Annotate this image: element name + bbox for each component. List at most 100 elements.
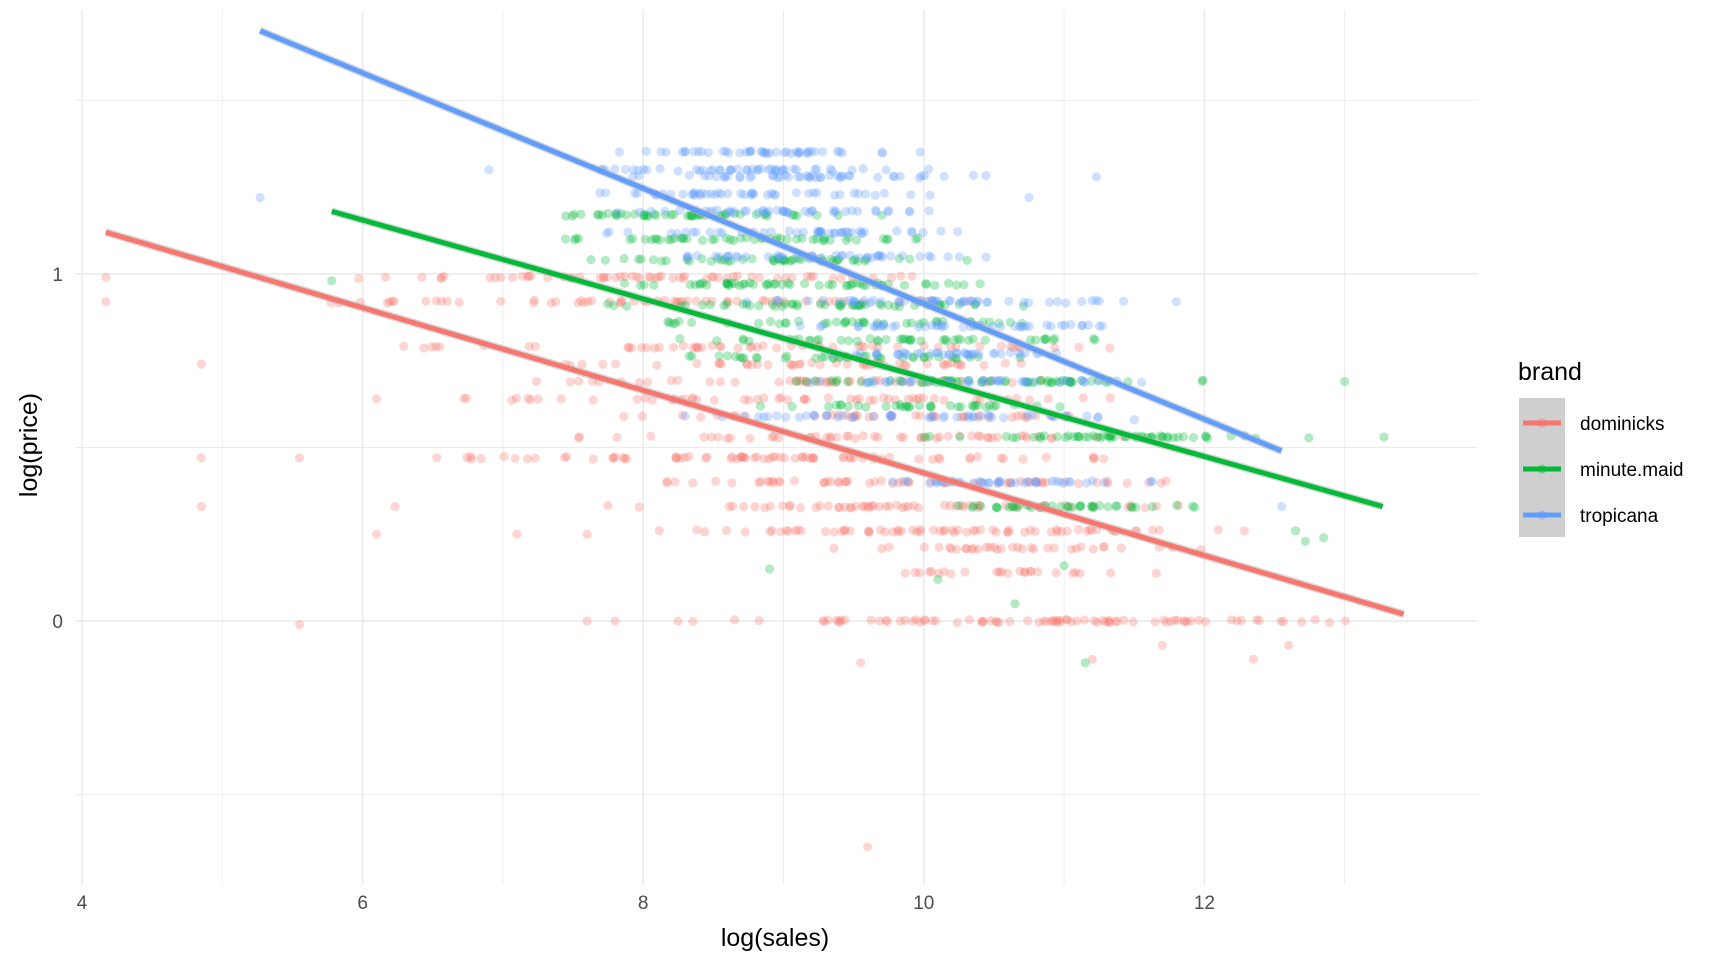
data-point	[687, 351, 697, 361]
data-point	[639, 210, 649, 220]
data-point	[656, 147, 666, 157]
data-point	[436, 273, 446, 283]
data-point	[872, 335, 883, 345]
data-point	[738, 334, 748, 344]
data-point	[754, 301, 764, 311]
data-point	[748, 279, 758, 289]
data-point	[769, 256, 779, 266]
data-point	[372, 529, 382, 539]
data-point	[817, 320, 827, 330]
data-point	[688, 227, 698, 237]
data-point	[752, 353, 762, 363]
data-point	[714, 358, 724, 368]
data-point	[806, 378, 816, 388]
data-point	[1011, 433, 1021, 443]
data-point	[884, 542, 894, 552]
data-point	[753, 164, 763, 174]
data-point	[600, 255, 610, 265]
data-point	[899, 334, 909, 344]
data-point	[1008, 501, 1018, 511]
data-point	[1087, 501, 1097, 511]
data-point	[523, 271, 533, 281]
data-point	[372, 394, 382, 404]
data-point	[1058, 375, 1068, 385]
data-point	[1063, 502, 1073, 512]
data-point	[688, 188, 698, 198]
data-point	[732, 252, 742, 263]
data-point	[888, 527, 898, 537]
data-point	[570, 235, 580, 245]
data-point	[747, 164, 758, 174]
data-point	[787, 210, 798, 220]
data-point	[963, 349, 973, 359]
data-point	[1106, 568, 1116, 578]
data-point	[985, 542, 995, 552]
data-point	[843, 280, 853, 290]
data-point	[735, 209, 745, 219]
data-point	[837, 526, 847, 537]
data-point	[1019, 376, 1029, 386]
data-point	[728, 501, 738, 511]
data-point	[816, 173, 826, 183]
data-point	[781, 412, 791, 422]
data-point	[1182, 617, 1192, 627]
data-point	[758, 207, 768, 217]
data-point	[724, 148, 734, 158]
data-point	[832, 432, 842, 442]
data-point	[792, 211, 802, 221]
data-point	[955, 432, 965, 442]
data-point	[873, 251, 884, 261]
data-point	[797, 452, 807, 462]
data-point	[1007, 542, 1018, 552]
data-point	[715, 165, 725, 175]
data-point	[875, 321, 886, 331]
data-point	[819, 233, 829, 243]
data-point	[763, 360, 773, 370]
data-point	[1043, 376, 1053, 386]
data-point	[1018, 301, 1028, 311]
data-point	[1020, 527, 1030, 537]
data-point	[914, 568, 925, 578]
data-point	[904, 478, 914, 488]
data-point	[399, 341, 409, 351]
data-point	[840, 615, 850, 625]
data-point	[908, 525, 918, 535]
data-point	[1092, 412, 1103, 422]
data-point	[881, 235, 892, 245]
data-point	[599, 273, 609, 283]
data-point	[507, 395, 517, 405]
data-point	[967, 401, 977, 411]
data-point	[1039, 431, 1049, 441]
data-point	[702, 189, 712, 199]
data-point	[812, 188, 822, 198]
data-point	[740, 279, 750, 289]
data-point	[512, 529, 522, 539]
data-point	[988, 525, 998, 535]
data-point	[1082, 411, 1092, 421]
data-point	[835, 301, 845, 311]
data-point	[644, 272, 654, 282]
data-point	[835, 297, 845, 307]
data-point	[873, 172, 883, 182]
data-point	[673, 616, 683, 626]
data-point	[684, 351, 694, 361]
data-point	[1025, 478, 1035, 488]
data-point	[859, 227, 870, 237]
data-point	[1066, 320, 1076, 330]
data-point	[996, 453, 1006, 463]
data-point	[671, 452, 681, 462]
data-point	[836, 171, 846, 181]
data-point	[427, 342, 437, 352]
data-point	[766, 164, 776, 174]
data-point	[879, 320, 889, 330]
data-point	[840, 317, 850, 327]
data-point	[811, 173, 822, 183]
data-point	[853, 401, 864, 411]
data-point	[833, 477, 843, 487]
data-point	[723, 297, 734, 307]
data-point	[807, 206, 817, 216]
data-point	[1252, 615, 1262, 625]
data-point	[614, 147, 625, 157]
data-point	[903, 350, 913, 360]
